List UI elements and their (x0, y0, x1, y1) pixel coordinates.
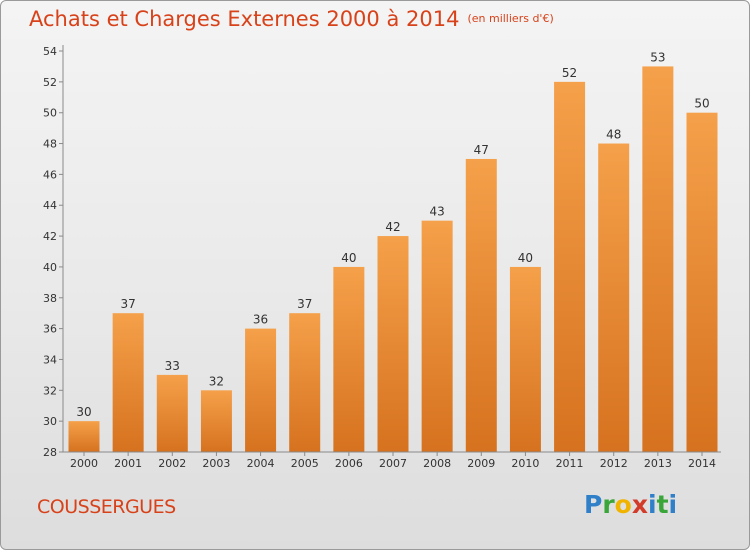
chart-title-text: Achats et Charges Externes 2000 à 2014 (29, 7, 460, 31)
bar-2009 (465, 158, 497, 452)
bar-value-label: 30 (76, 405, 91, 419)
x-tick-label: 2007 (379, 457, 407, 470)
y-tick-label: 44 (43, 199, 57, 212)
y-tick-label: 32 (43, 384, 57, 397)
bar-2001 (112, 313, 144, 452)
x-axis: 2000 2001 2002 2003 2004 2005 2006 2007 2008 2009… (63, 451, 721, 470)
x-tick-label: 2013 (644, 457, 672, 470)
bar-value-label: 37 (297, 297, 312, 311)
bar-2011 (554, 81, 586, 452)
x-tick-label: 2006 (335, 457, 363, 470)
bar-2004 (245, 328, 277, 452)
bar-value-label: 42 (385, 220, 400, 234)
bar-value-label: 48 (606, 128, 621, 142)
bar-2013 (642, 66, 674, 452)
bar-2014 (686, 112, 718, 452)
y-axis: 28 30 32 34 36 38 40 42 44 46 48 50 52 54 (43, 45, 64, 459)
logo-letter: t (656, 490, 669, 519)
y-tick-label: 36 (43, 323, 57, 336)
x-tick-label: 2010 (511, 457, 539, 470)
bar-2002 (156, 374, 188, 452)
bar-2006 (333, 266, 365, 452)
y-tick-label: 40 (43, 261, 57, 274)
x-tick-label: 2014 (688, 457, 716, 470)
bar-value-label: 53 (650, 50, 665, 64)
x-tick-label: 2004 (247, 457, 275, 470)
bar-value-label: 32 (209, 374, 224, 388)
bar-2005 (289, 313, 321, 452)
y-tick-label: 52 (43, 76, 57, 89)
location-name: COUSSERGUES (37, 496, 176, 518)
logo-letter: r (602, 490, 615, 519)
logo-letter: P (584, 490, 603, 519)
logo-letter: o (614, 490, 632, 519)
y-tick-label: 48 (43, 138, 57, 151)
y-tick-label: 54 (43, 45, 57, 58)
y-tick-label: 28 (43, 446, 57, 459)
bar-2008 (421, 220, 453, 452)
bar-value-label: 40 (341, 251, 356, 265)
bar-value-label: 36 (253, 313, 268, 327)
x-tick-label: 2005 (291, 457, 319, 470)
x-tick-label: 2011 (556, 457, 584, 470)
bar-value-label: 37 (121, 297, 136, 311)
bar-value-label: 52 (562, 66, 577, 80)
x-tick-label: 2002 (158, 457, 186, 470)
bar-2010 (509, 266, 541, 452)
bar-value-label: 50 (694, 97, 709, 111)
logo-letter: i (668, 490, 678, 519)
logo-letter: i (648, 490, 657, 519)
y-tick-label: 42 (43, 230, 57, 243)
bar-value-label: 43 (430, 205, 445, 219)
x-tick-label: 2009 (467, 457, 495, 470)
logo-letter: x (631, 490, 648, 519)
bar-value-label: 33 (165, 359, 180, 373)
bar-value-label: 40 (518, 251, 533, 265)
bar-2007 (377, 236, 409, 452)
y-tick-label: 38 (43, 292, 57, 305)
bar-2003 (200, 390, 232, 452)
chart-subtitle: (en milliers d'€) (467, 12, 554, 25)
proxiti-logo: Proxiti (584, 490, 677, 519)
chart-title: Achats et Charges Externes 2000 à 2014 (e… (29, 7, 554, 31)
bar-value-label: 47 (474, 143, 489, 157)
x-tick-label: 2008 (423, 457, 451, 470)
x-tick-label: 2003 (202, 457, 230, 470)
y-tick-label: 50 (43, 107, 57, 120)
x-tick-label: 2012 (600, 457, 628, 470)
x-tick-label: 2000 (70, 457, 98, 470)
y-tick-label: 46 (43, 168, 57, 181)
y-tick-label: 34 (43, 353, 57, 366)
bar-2012 (598, 143, 630, 453)
y-tick-label: 30 (43, 415, 57, 428)
bars: 30 37 33 32 36 37 40 42 43 47 40 52 48 53 50 (68, 50, 718, 453)
bar-2000 (68, 421, 100, 452)
x-tick-label: 2001 (114, 457, 142, 470)
